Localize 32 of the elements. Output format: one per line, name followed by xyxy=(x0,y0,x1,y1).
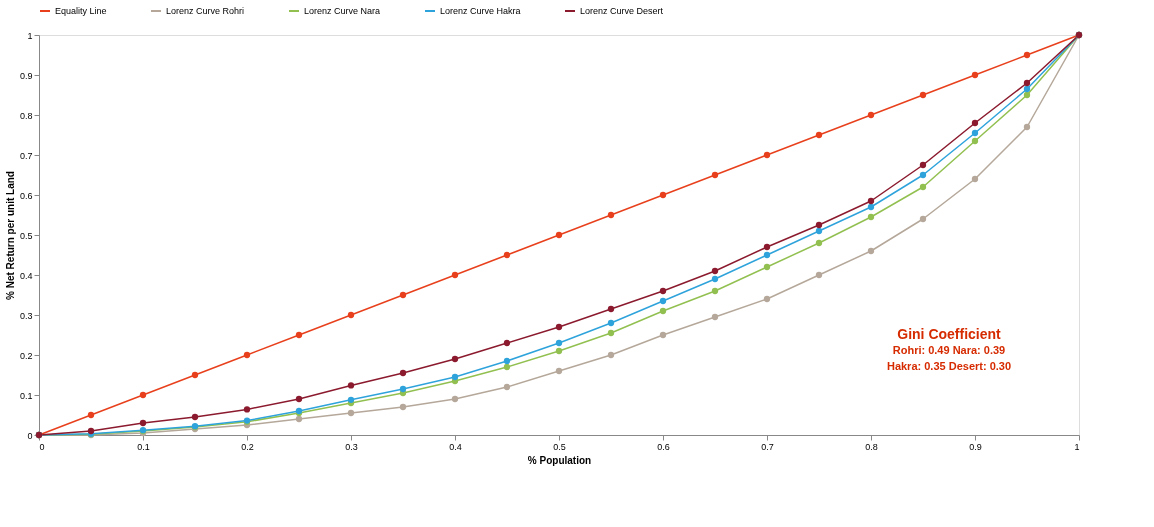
y-tick-label: 0.3 xyxy=(19,310,33,321)
x-tick-label: 0 xyxy=(39,441,45,452)
y-tick-label: 0.7 xyxy=(19,150,33,161)
x-tick-label: 0.3 xyxy=(345,441,358,452)
y-tick-label: 0.8 xyxy=(19,110,33,121)
annotation: Gini Coefficient xyxy=(897,326,1002,343)
x-tick-label: 0.9 xyxy=(969,441,982,452)
legend-label: Lorenz Curve Rohri xyxy=(166,6,245,16)
y-tick-label: 0.4 xyxy=(19,270,33,281)
x-tick-label: 0.8 xyxy=(865,441,878,452)
annotation: Hakra: 0.35 Desert: 0.30 xyxy=(886,359,1012,372)
y-tick-label: 0.9 xyxy=(19,70,33,81)
y-tick-label: 0.6 xyxy=(19,190,33,201)
x-tick-label: 0.1 xyxy=(137,441,150,452)
x-tick-label: 0.6 xyxy=(657,441,670,452)
y-axis-title: % Net Return per unit Land xyxy=(4,171,16,300)
y-tick-label: 0.1 xyxy=(19,390,33,401)
legend-label: Lorenz Curve Hakra xyxy=(440,6,521,16)
y-tick-label: 0.2 xyxy=(19,350,33,361)
legend-label: Lorenz Curve Nara xyxy=(304,6,381,16)
x-axis-title: % Population xyxy=(527,454,592,466)
legend-label: Equality Line xyxy=(55,6,107,16)
annotation: Rohri: 0.49 Nara: 0.39 xyxy=(892,344,1006,356)
x-tick-label: 1 xyxy=(1074,441,1080,452)
y-tick-label: 0 xyxy=(27,430,33,441)
y-tick-label: 0.5 xyxy=(19,230,33,241)
y-tick-label: 1 xyxy=(27,30,33,41)
x-tick-label: 0.4 xyxy=(449,441,462,452)
x-tick-label: 0.7 xyxy=(761,441,774,452)
x-tick-label: 0.5 xyxy=(553,441,566,452)
legend-label: Lorenz Curve Desert xyxy=(580,6,664,16)
x-tick-label: 0.2 xyxy=(241,441,254,452)
